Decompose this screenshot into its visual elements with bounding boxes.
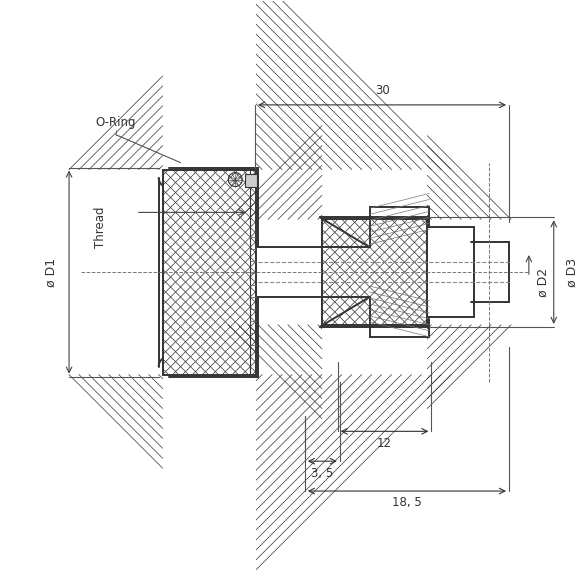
Text: ø D2: ø D2	[537, 268, 550, 297]
Text: 3, 5: 3, 5	[311, 467, 333, 480]
Text: ø D1: ø D1	[45, 257, 58, 287]
Bar	[322, 219, 427, 325]
Bar	[245, 173, 257, 187]
Text: 18, 5: 18, 5	[392, 496, 422, 509]
Text: ø D3: ø D3	[565, 257, 578, 287]
Text: Thread: Thread	[94, 207, 108, 248]
Text: 12: 12	[377, 436, 392, 450]
Text: 30: 30	[375, 84, 389, 97]
Bar	[162, 169, 256, 375]
Text: O-Ring: O-Ring	[95, 116, 136, 129]
